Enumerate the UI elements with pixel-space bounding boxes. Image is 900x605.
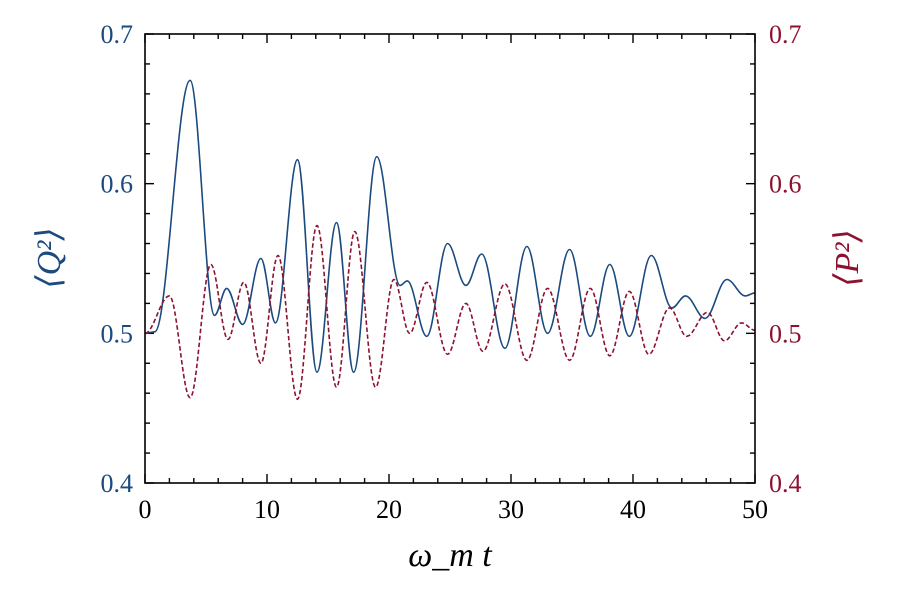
y-tick-label-right: 0.6: [769, 170, 802, 199]
y-axis-label-right: ⟨P²⟩: [829, 229, 866, 287]
x-tick-label: 20: [376, 495, 402, 524]
tick-labels: 0 10 20 30 40 500.40.50.60.70.40.50.60.7: [101, 20, 802, 524]
x-tick-label: 10: [254, 495, 280, 524]
series-lines: [144, 79, 756, 401]
y-tick-label-left: 0.6: [101, 170, 134, 199]
series-line-q2: [144, 79, 756, 374]
y-tick-label-right: 0.7: [769, 20, 802, 49]
y-tick-label-left: 0.4: [101, 469, 134, 498]
x-tick-label: 30: [498, 495, 524, 524]
ticks: [144, 33, 756, 484]
x-tick-label: 40: [620, 495, 646, 524]
y-tick-label-right: 0.4: [769, 469, 802, 498]
y-tick-label-right: 0.5: [769, 319, 802, 348]
x-axis-label: ω_m t: [408, 537, 493, 574]
y-axis-label-left: ⟨Q²⟩: [31, 227, 68, 288]
y-tick-label-left: 0.7: [101, 20, 134, 49]
series-line-p2: [144, 224, 756, 401]
plot-frame: [144, 33, 756, 484]
x-tick-label: 50: [742, 495, 768, 524]
y-tick-label-left: 0.5: [101, 319, 134, 348]
x-tick-label: 0: [139, 495, 152, 524]
